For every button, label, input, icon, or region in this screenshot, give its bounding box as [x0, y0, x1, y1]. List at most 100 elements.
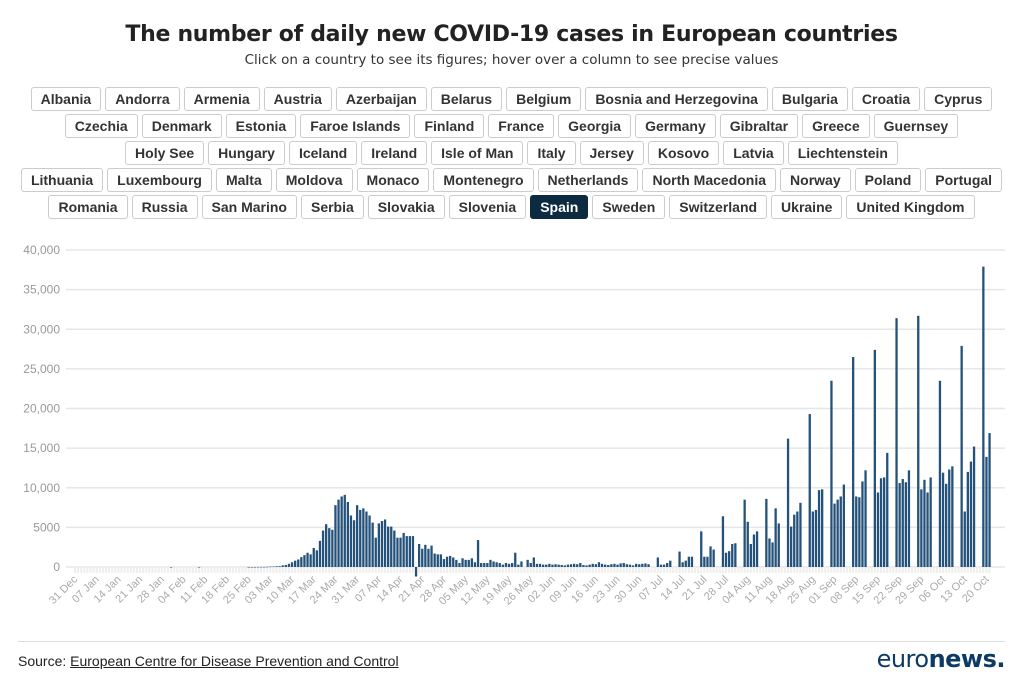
- bar[interactable]: [306, 552, 309, 567]
- bar[interactable]: [529, 563, 532, 567]
- bar[interactable]: [452, 557, 455, 567]
- bar[interactable]: [554, 564, 557, 567]
- country-button-monaco[interactable]: Monaco: [356, 168, 430, 192]
- country-button-ukraine[interactable]: Ukraine: [771, 195, 843, 219]
- bar[interactable]: [666, 563, 669, 567]
- bar[interactable]: [411, 536, 415, 567]
- bar[interactable]: [325, 524, 328, 567]
- bar[interactable]: [514, 552, 517, 567]
- bar[interactable]: [390, 526, 393, 567]
- bar[interactable]: [951, 466, 954, 567]
- bar[interactable]: [706, 556, 709, 567]
- country-button-belarus[interactable]: Belarus: [430, 87, 503, 111]
- bar[interactable]: [458, 563, 461, 567]
- bar[interactable]: [250, 566, 253, 568]
- bar[interactable]: [591, 563, 594, 567]
- bar[interactable]: [455, 559, 458, 567]
- bar[interactable]: [259, 566, 263, 568]
- country-button-lithuania[interactable]: Lithuania: [20, 168, 104, 192]
- bar[interactable]: [436, 554, 439, 567]
- bar[interactable]: [507, 563, 511, 567]
- bar[interactable]: [728, 551, 731, 567]
- bar[interactable]: [421, 548, 424, 567]
- bar[interactable]: [898, 482, 901, 567]
- country-button-croatia[interactable]: Croatia: [851, 87, 921, 111]
- bar[interactable]: [985, 456, 988, 567]
- bar[interactable]: [331, 529, 334, 567]
- bar[interactable]: [631, 565, 635, 567]
- country-button-montenegro[interactable]: Montenegro: [433, 168, 534, 192]
- bar[interactable]: [557, 564, 560, 567]
- country-button-slovakia[interactable]: Slovakia: [367, 195, 445, 219]
- bar[interactable]: [883, 477, 886, 567]
- bar[interactable]: [814, 509, 818, 567]
- bar[interactable]: [938, 380, 942, 567]
- country-button-italy[interactable]: Italy: [527, 141, 576, 165]
- bar[interactable]: [879, 478, 883, 567]
- country-button-russia[interactable]: Russia: [131, 195, 198, 219]
- country-button-finland[interactable]: Finland: [414, 114, 485, 138]
- bar[interactable]: [681, 562, 684, 567]
- country-button-luxembourg[interactable]: Luxembourg: [107, 168, 212, 192]
- bar[interactable]: [287, 563, 291, 567]
- bar[interactable]: [272, 566, 275, 568]
- bar[interactable]: [532, 557, 535, 567]
- bar[interactable]: [597, 562, 601, 567]
- bar[interactable]: [687, 556, 690, 567]
- country-button-hungary[interactable]: Hungary: [208, 141, 285, 165]
- bar[interactable]: [526, 559, 529, 567]
- bar[interactable]: [941, 472, 945, 567]
- bar[interactable]: [498, 563, 501, 567]
- bar[interactable]: [852, 356, 855, 567]
- bar[interactable]: [982, 266, 985, 567]
- bar[interactable]: [876, 492, 880, 567]
- bar[interactable]: [969, 461, 973, 567]
- bar[interactable]: [684, 560, 687, 567]
- bar[interactable]: [622, 563, 625, 567]
- bar[interactable]: [904, 482, 907, 567]
- bar[interactable]: [269, 566, 272, 568]
- bar[interactable]: [284, 564, 287, 567]
- bar[interactable]: [387, 526, 390, 567]
- bar[interactable]: [399, 537, 402, 567]
- bar[interactable]: [839, 496, 842, 567]
- bar[interactable]: [297, 559, 300, 567]
- bar[interactable]: [492, 561, 495, 567]
- country-button-armenia[interactable]: Armenia: [183, 87, 260, 111]
- bar[interactable]: [309, 554, 312, 567]
- bar[interactable]: [535, 563, 539, 567]
- bar[interactable]: [470, 558, 473, 567]
- country-button-azerbaijan[interactable]: Azerbaijan: [335, 87, 427, 111]
- bar[interactable]: [656, 557, 659, 567]
- bar[interactable]: [473, 562, 477, 567]
- bar[interactable]: [365, 511, 368, 567]
- bar[interactable]: [495, 562, 498, 567]
- bar[interactable]: [712, 549, 715, 567]
- bar[interactable]: [349, 515, 353, 567]
- bar[interactable]: [548, 563, 551, 567]
- bar[interactable]: [263, 566, 266, 568]
- bar[interactable]: [334, 505, 337, 567]
- country-button-georgia[interactable]: Georgia: [558, 114, 632, 138]
- bar[interactable]: [861, 481, 864, 567]
- bar[interactable]: [247, 566, 250, 568]
- bar[interactable]: [923, 479, 926, 567]
- bar[interactable]: [396, 537, 399, 567]
- bar[interactable]: [755, 531, 759, 567]
- bar[interactable]: [566, 564, 570, 567]
- bar[interactable]: [405, 536, 408, 567]
- bar[interactable]: [901, 479, 904, 567]
- bar[interactable]: [445, 556, 449, 567]
- bar[interactable]: [724, 552, 728, 567]
- country-button-slovenia[interactable]: Slovenia: [448, 195, 527, 219]
- country-button-serbia[interactable]: Serbia: [300, 195, 364, 219]
- country-button-estonia[interactable]: Estonia: [225, 114, 297, 138]
- bar[interactable]: [343, 494, 346, 567]
- bar[interactable]: [383, 519, 387, 567]
- bar[interactable]: [362, 508, 365, 567]
- country-button-liechtenstein[interactable]: Liechtenstein: [787, 141, 898, 165]
- bar[interactable]: [588, 564, 591, 567]
- bar[interactable]: [483, 563, 486, 567]
- bar[interactable]: [703, 556, 706, 567]
- country-button-malta[interactable]: Malta: [215, 168, 272, 192]
